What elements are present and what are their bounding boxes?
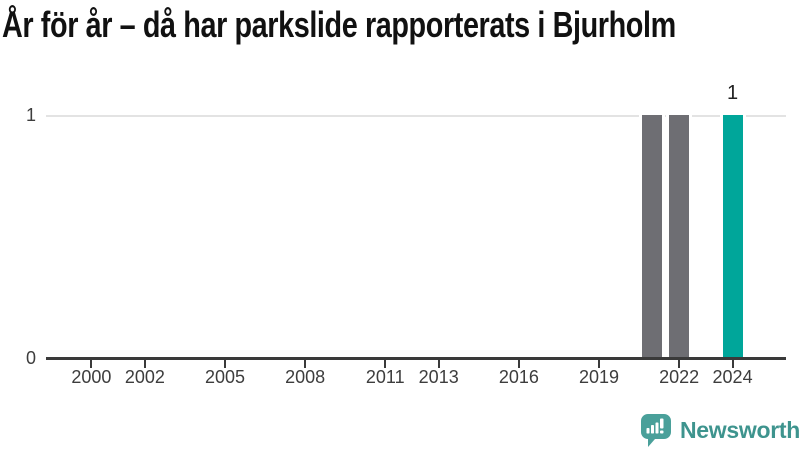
x-tick-2008 (304, 360, 307, 368)
x-tick-label: 2019 (578, 367, 619, 387)
x-tick-2002 (143, 360, 146, 368)
bar-2021 (639, 115, 666, 358)
y-tick-label: 1 (25, 105, 36, 125)
x-tick-2000 (90, 360, 93, 368)
newsworthy-logo-text: Newsworthy (680, 417, 800, 443)
x-tick-2013 (437, 360, 440, 368)
x-tick-label: 2016 (498, 367, 539, 387)
gridline-y1 (46, 115, 786, 117)
newsworthy-logo[interactable]: Newsworthy (640, 412, 800, 448)
x-tick-2005 (223, 360, 226, 368)
bar-value-label: 1 (727, 82, 739, 104)
bar-2022 (666, 115, 693, 358)
x-tick-label: 2002 (124, 367, 165, 387)
newsworthy-chart-bubble-icon (641, 413, 671, 447)
y-tick-label: 0 (25, 348, 36, 368)
chart-title: År för år – då har parkslide rapporterat… (2, 4, 676, 45)
x-tick-label: 2008 (285, 367, 326, 387)
bar-2024 (719, 115, 746, 358)
x-tick-label: 2024 (712, 367, 753, 387)
x-tick-2016 (517, 360, 520, 368)
x-tick-2019 (597, 360, 600, 368)
x-tick-2024 (731, 360, 734, 368)
x-axis-line (46, 357, 786, 360)
x-tick-2011 (384, 360, 387, 368)
x-tick-label: 2011 (365, 367, 405, 387)
x-tick-label: 2013 (418, 367, 459, 387)
x-tick-2022 (678, 360, 681, 368)
x-tick-label: 2005 (204, 367, 245, 387)
x-tick-label: 2022 (659, 367, 700, 387)
x-tick-label: 2000 (71, 367, 112, 387)
